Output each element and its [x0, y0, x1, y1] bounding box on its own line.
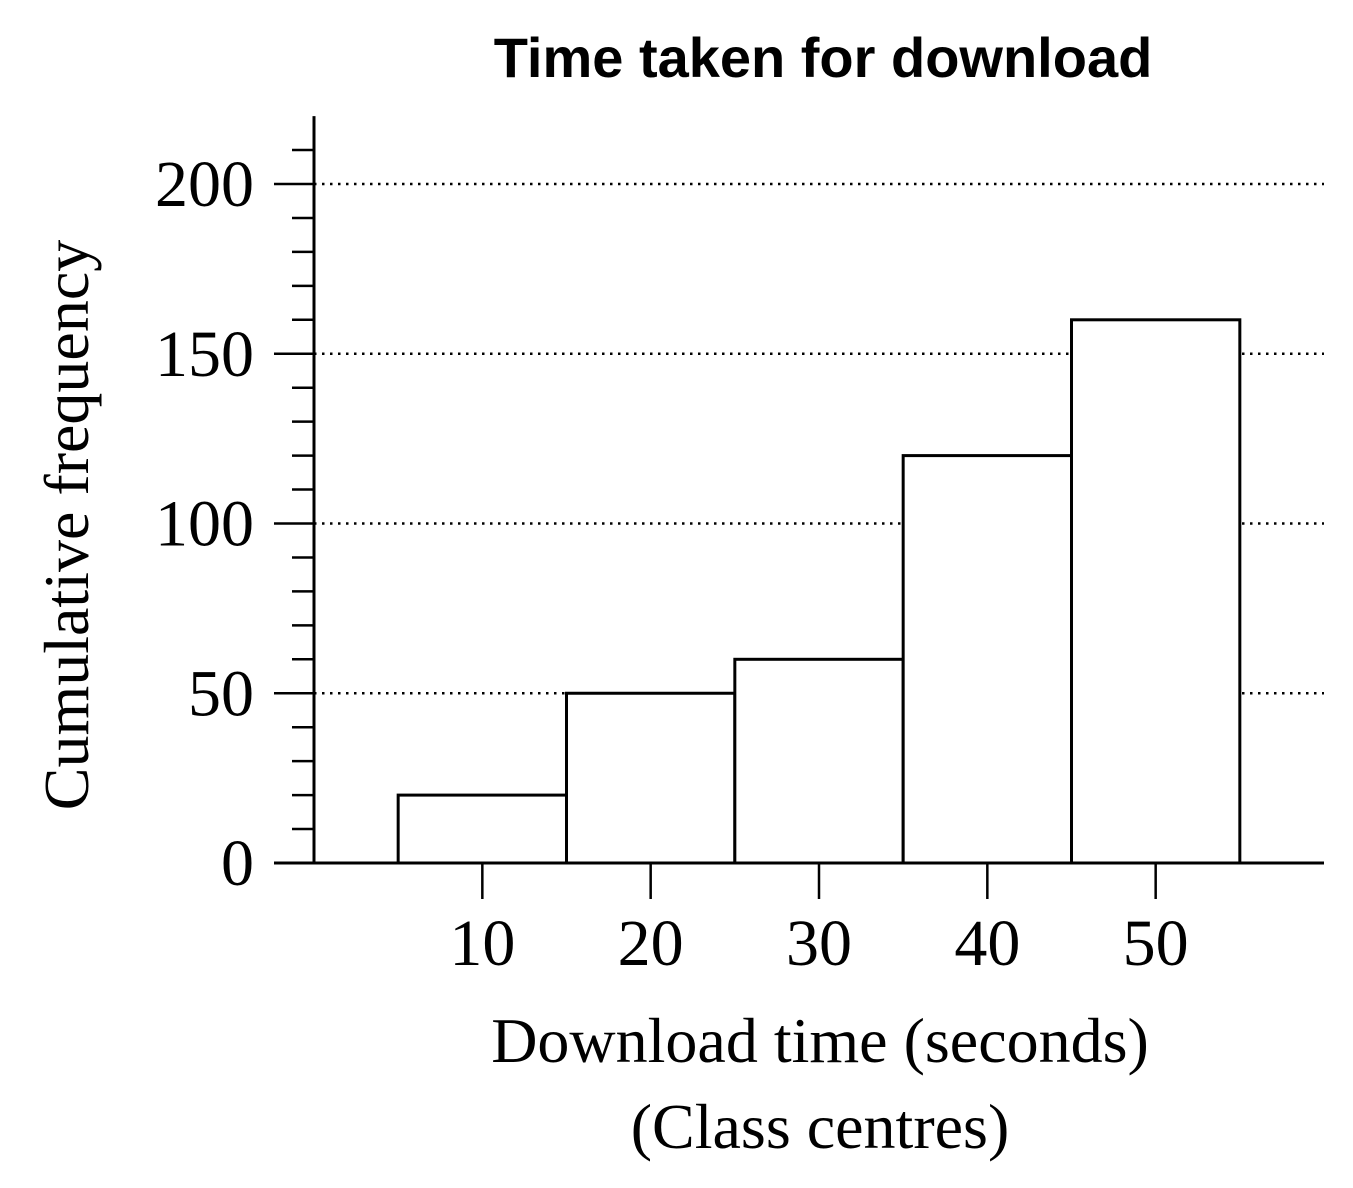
x-axis-subtitle: (Class centres) [631, 1091, 1010, 1162]
x-tick-label-40: 40 [954, 907, 1020, 980]
chart-title: Time taken for download [494, 26, 1153, 89]
axes [274, 116, 1324, 899]
tick-labels: 0 50 100 150 200 10 20 30 40 50 [155, 148, 1189, 980]
x-tick-label-50: 50 [1123, 907, 1189, 980]
bar-30 [733, 657, 905, 865]
y-tick-label-100: 100 [155, 488, 254, 561]
bar-50 [1070, 318, 1242, 865]
bar-40 [901, 454, 1074, 865]
y-axis-title: Cumulative frequency [31, 240, 102, 810]
x-tick-label-30: 30 [786, 907, 852, 980]
bar-20 [565, 691, 737, 865]
y-tick-label-200: 200 [155, 148, 254, 221]
x-tick-label-10: 10 [449, 907, 515, 980]
y-tick-label-0: 0 [221, 827, 254, 900]
x-axis-title: Download time (seconds) [491, 1005, 1149, 1076]
y-tick-label-150: 150 [155, 318, 254, 391]
y-tick-label-50: 50 [188, 657, 254, 730]
bars [396, 318, 1242, 865]
x-tick-label-20: 20 [618, 907, 684, 980]
bar-10 [396, 793, 568, 865]
